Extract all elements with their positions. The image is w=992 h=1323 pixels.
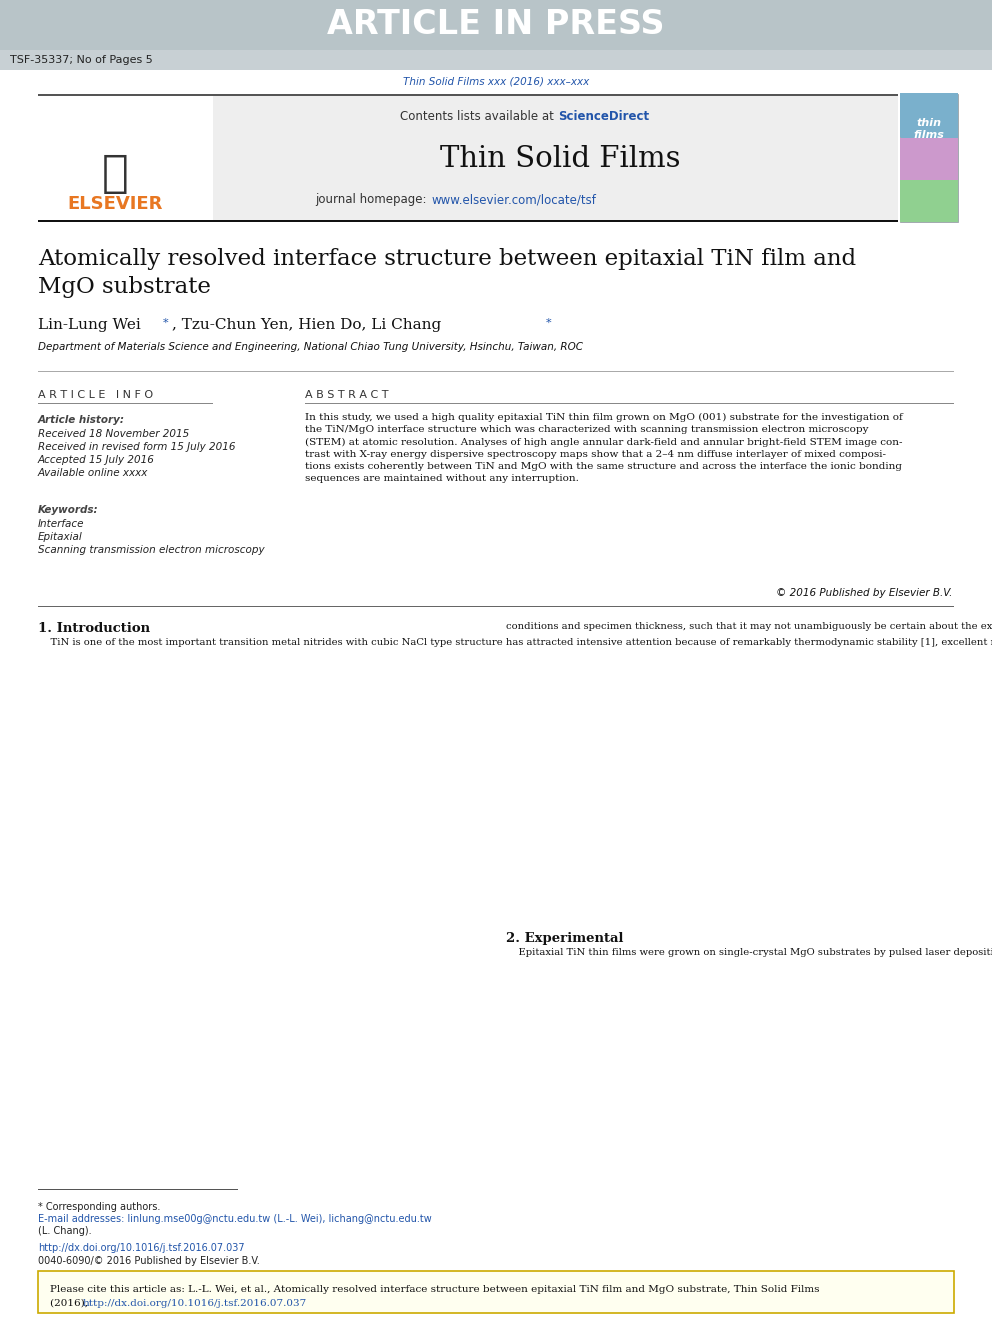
Text: (2016),: (2016), bbox=[50, 1299, 91, 1308]
Text: Keywords:: Keywords: bbox=[38, 505, 98, 515]
Text: 2. Experimental: 2. Experimental bbox=[506, 931, 624, 945]
Text: Please cite this article as: L.-L. Wei, et al., Atomically resolved interface st: Please cite this article as: L.-L. Wei, … bbox=[50, 1285, 819, 1294]
Text: *: * bbox=[546, 318, 552, 328]
Text: TSF-35337; No of Pages 5: TSF-35337; No of Pages 5 bbox=[10, 56, 153, 65]
Bar bbox=[900, 94, 958, 222]
Bar bbox=[38, 220, 898, 222]
Bar bbox=[38, 1271, 954, 1312]
Text: thin
films: thin films bbox=[914, 118, 944, 140]
Text: http://dx.doi.org/10.1016/j.tsf.2016.07.037: http://dx.doi.org/10.1016/j.tsf.2016.07.… bbox=[82, 1299, 308, 1308]
Text: http://dx.doi.org/10.1016/j.tsf.2016.07.037: http://dx.doi.org/10.1016/j.tsf.2016.07.… bbox=[38, 1244, 245, 1253]
Bar bbox=[213, 94, 898, 222]
Bar bbox=[38, 94, 898, 97]
Text: Epitaxial: Epitaxial bbox=[38, 532, 82, 542]
Bar bbox=[0, 50, 992, 70]
Text: 0040-6090/© 2016 Published by Elsevier B.V.: 0040-6090/© 2016 Published by Elsevier B… bbox=[38, 1256, 260, 1266]
Text: Received in revised form 15 July 2016: Received in revised form 15 July 2016 bbox=[38, 442, 235, 452]
Bar bbox=[38, 94, 213, 222]
Bar bbox=[0, 0, 992, 50]
Text: Department of Materials Science and Engineering, National Chiao Tung University,: Department of Materials Science and Engi… bbox=[38, 343, 583, 352]
Text: Thin Solid Films: Thin Solid Films bbox=[439, 146, 681, 173]
Text: journal homepage:: journal homepage: bbox=[314, 193, 430, 206]
Text: 1. Introduction: 1. Introduction bbox=[38, 622, 150, 635]
Text: Lin-Lung Wei: Lin-Lung Wei bbox=[38, 318, 146, 332]
Text: ARTICLE IN PRESS: ARTICLE IN PRESS bbox=[327, 8, 665, 41]
Text: conditions and specimen thickness, such that it may not unambiguously be certain: conditions and specimen thickness, such … bbox=[506, 622, 992, 631]
Text: A R T I C L E   I N F O: A R T I C L E I N F O bbox=[38, 390, 153, 400]
Text: Article history:: Article history: bbox=[38, 415, 125, 425]
Bar bbox=[900, 180, 958, 222]
Text: Received 18 November 2015: Received 18 November 2015 bbox=[38, 429, 189, 439]
Text: Available online xxxx: Available online xxxx bbox=[38, 468, 149, 478]
Text: , Tzu-Chun Yen, Hien Do, Li Chang: , Tzu-Chun Yen, Hien Do, Li Chang bbox=[172, 318, 446, 332]
Text: Thin Solid Films xxx (2016) xxx–xxx: Thin Solid Films xxx (2016) xxx–xxx bbox=[403, 77, 589, 87]
Text: * Corresponding authors.: * Corresponding authors. bbox=[38, 1203, 161, 1212]
Text: *: * bbox=[163, 318, 169, 328]
Text: (L. Chang).: (L. Chang). bbox=[38, 1226, 91, 1236]
Text: Epitaxial TiN thin films were grown on single-crystal MgO substrates by pulsed l: Epitaxial TiN thin films were grown on s… bbox=[506, 949, 992, 957]
Text: E-mail addresses: linlung.mse00g@nctu.edu.tw (L.-L. Wei), lichang@nctu.edu.tw: E-mail addresses: linlung.mse00g@nctu.ed… bbox=[38, 1215, 432, 1224]
Text: Accepted 15 July 2016: Accepted 15 July 2016 bbox=[38, 455, 155, 464]
Text: ScienceDirect: ScienceDirect bbox=[558, 110, 649, 123]
Text: www.elsevier.com/locate/tsf: www.elsevier.com/locate/tsf bbox=[432, 193, 597, 206]
Text: In this study, we used a high quality epitaxial TiN thin film grown on MgO (001): In this study, we used a high quality ep… bbox=[305, 413, 903, 483]
Bar bbox=[900, 93, 958, 138]
Text: ELSEVIER: ELSEVIER bbox=[67, 194, 163, 213]
Bar bbox=[900, 138, 958, 180]
Text: Scanning transmission electron microscopy: Scanning transmission electron microscop… bbox=[38, 545, 265, 556]
Text: Contents lists available at: Contents lists available at bbox=[401, 110, 558, 123]
Text: Atomically resolved interface structure between epitaxial TiN film and
MgO subst: Atomically resolved interface structure … bbox=[38, 247, 856, 298]
Text: TiN is one of the most important transition metal nitrides with cubic NaCl type : TiN is one of the most important transit… bbox=[38, 638, 992, 647]
Text: A B S T R A C T: A B S T R A C T bbox=[305, 390, 389, 400]
Text: © 2016 Published by Elsevier B.V.: © 2016 Published by Elsevier B.V. bbox=[776, 587, 952, 598]
Text: Interface: Interface bbox=[38, 519, 84, 529]
Text: 🌲: 🌲 bbox=[101, 152, 128, 196]
